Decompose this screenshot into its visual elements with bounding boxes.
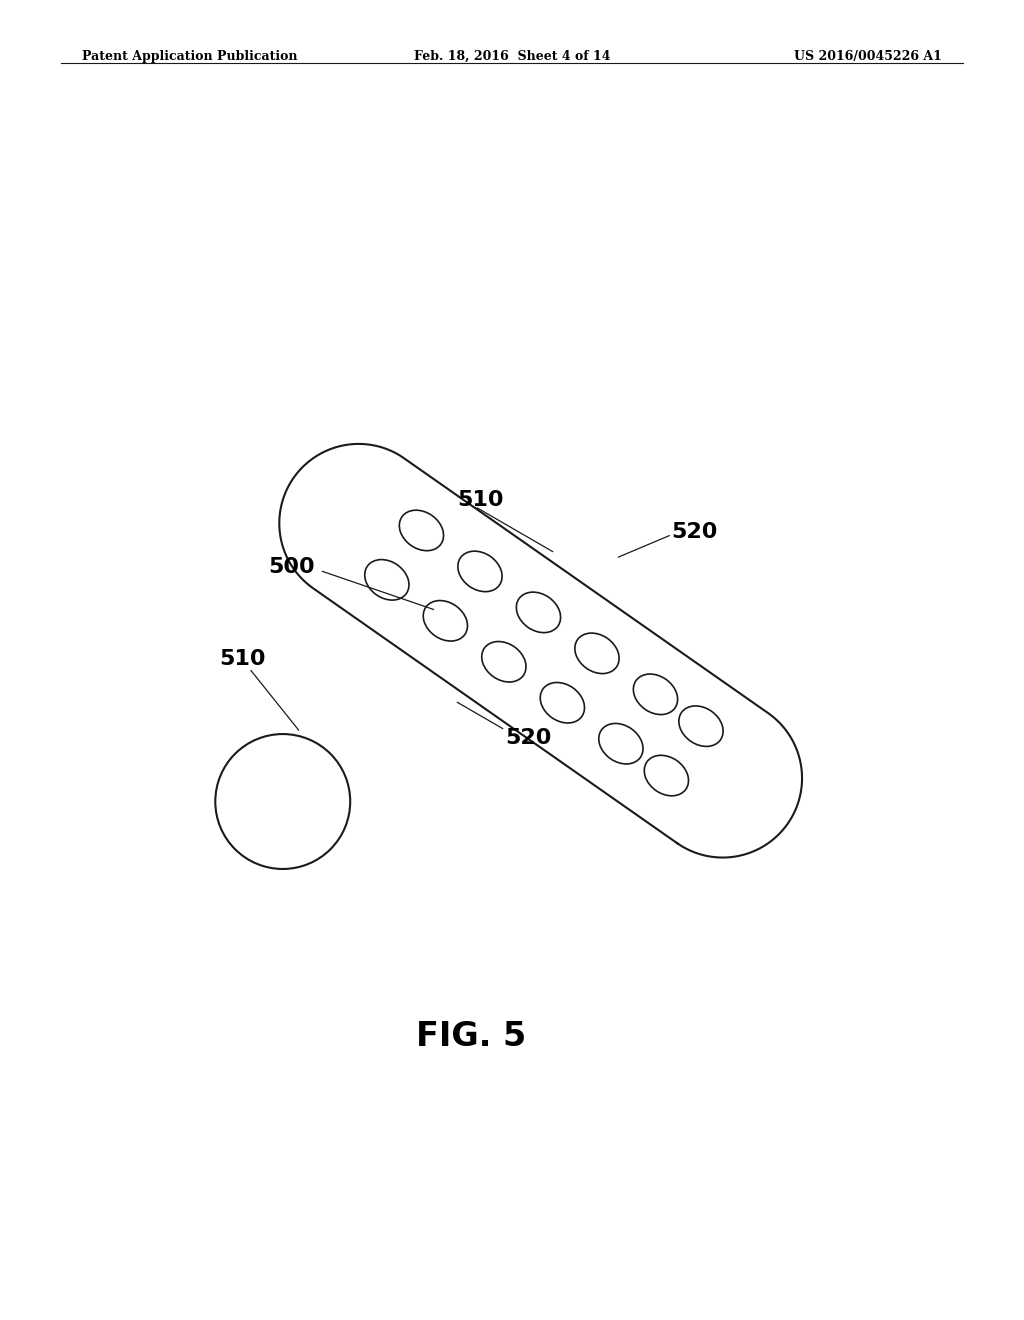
Text: 510: 510 bbox=[458, 490, 504, 510]
Text: 500: 500 bbox=[268, 557, 314, 577]
Text: 510: 510 bbox=[219, 648, 266, 669]
Text: Feb. 18, 2016  Sheet 4 of 14: Feb. 18, 2016 Sheet 4 of 14 bbox=[414, 50, 610, 63]
Text: US 2016/0045226 A1: US 2016/0045226 A1 bbox=[795, 50, 942, 63]
Text: Patent Application Publication: Patent Application Publication bbox=[82, 50, 297, 63]
Text: FIG. 5: FIG. 5 bbox=[416, 1019, 526, 1053]
Text: 520: 520 bbox=[672, 521, 718, 541]
Text: 520: 520 bbox=[505, 729, 551, 748]
